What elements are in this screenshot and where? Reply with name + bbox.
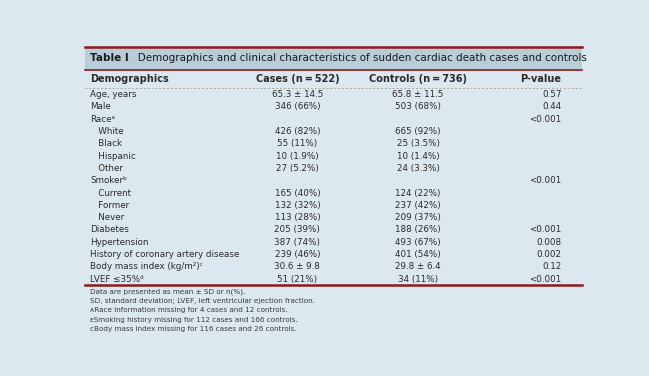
Text: 401 (54%): 401 (54%) — [395, 250, 441, 259]
Text: <0.001: <0.001 — [529, 176, 561, 185]
Text: 493 (67%): 493 (67%) — [395, 238, 441, 247]
Text: Never: Never — [90, 213, 125, 222]
Text: Hispanic: Hispanic — [90, 152, 136, 161]
Text: 205 (39%): 205 (39%) — [275, 226, 321, 235]
Text: 165 (40%): 165 (40%) — [275, 188, 320, 197]
Text: 55 (11%): 55 (11%) — [277, 139, 317, 148]
Text: 0.002: 0.002 — [537, 250, 561, 259]
Text: Data are presented as mean ± SD or n(%).: Data are presented as mean ± SD or n(%). — [90, 289, 245, 296]
Text: History of coronary artery disease: History of coronary artery disease — [90, 250, 239, 259]
Text: 426 (82%): 426 (82%) — [275, 127, 320, 136]
Text: Age, years: Age, years — [90, 90, 137, 99]
Text: 10 (1.9%): 10 (1.9%) — [276, 152, 319, 161]
Bar — [85, 47, 582, 70]
Text: Former: Former — [90, 201, 129, 210]
Text: ᴇSmoking history missing for 112 cases and 166 controls.: ᴇSmoking history missing for 112 cases a… — [90, 317, 298, 323]
Text: 188 (26%): 188 (26%) — [395, 226, 441, 235]
Text: 387 (74%): 387 (74%) — [275, 238, 321, 247]
Text: <0.001: <0.001 — [529, 226, 561, 235]
Text: Raceᵃ: Raceᵃ — [90, 115, 115, 124]
Text: P-value: P-value — [520, 74, 561, 84]
Bar — [85, 70, 582, 88]
Text: 51 (21%): 51 (21%) — [277, 275, 317, 284]
Text: 24 (3.3%): 24 (3.3%) — [397, 164, 439, 173]
Text: 113 (28%): 113 (28%) — [275, 213, 320, 222]
Text: Male: Male — [90, 102, 111, 111]
Text: SD, standard deviation; LVEF, left ventricular ejection fraction.: SD, standard deviation; LVEF, left ventr… — [90, 298, 315, 304]
Text: Demographics: Demographics — [90, 74, 169, 84]
Text: Cases (n = 522): Cases (n = 522) — [256, 74, 339, 84]
Text: Hypertension: Hypertension — [90, 238, 149, 247]
Text: 237 (42%): 237 (42%) — [395, 201, 441, 210]
Text: Demographics and clinical characteristics of sudden cardiac death cases and cont: Demographics and clinical characteristic… — [128, 53, 587, 64]
Text: Current: Current — [90, 188, 131, 197]
Text: 10 (1.4%): 10 (1.4%) — [397, 152, 439, 161]
Text: Body mass index (kg/m²)ᶜ: Body mass index (kg/m²)ᶜ — [90, 262, 203, 271]
Text: ᴀRace information missing for 4 cases and 12 controls.: ᴀRace information missing for 4 cases an… — [90, 308, 288, 314]
Text: 124 (22%): 124 (22%) — [395, 188, 441, 197]
Text: 0.57: 0.57 — [542, 90, 561, 99]
Text: Table I: Table I — [90, 53, 129, 64]
Text: 65.3 ± 14.5: 65.3 ± 14.5 — [272, 90, 323, 99]
Text: White: White — [90, 127, 124, 136]
Text: 27 (5.2%): 27 (5.2%) — [276, 164, 319, 173]
Text: Smokerᵇ: Smokerᵇ — [90, 176, 127, 185]
Text: <0.001: <0.001 — [529, 115, 561, 124]
Text: 503 (68%): 503 (68%) — [395, 102, 441, 111]
Text: LVEF ≤35%ᵈ: LVEF ≤35%ᵈ — [90, 275, 144, 284]
Text: Black: Black — [90, 139, 122, 148]
Text: ᴄBody mass index missing for 116 cases and 26 controls.: ᴄBody mass index missing for 116 cases a… — [90, 326, 297, 332]
Text: <0.001: <0.001 — [529, 275, 561, 284]
Text: 65.8 ± 11.5: 65.8 ± 11.5 — [393, 90, 444, 99]
Text: Controls (n = 736): Controls (n = 736) — [369, 74, 467, 84]
Text: 239 (46%): 239 (46%) — [275, 250, 320, 259]
Text: 665 (92%): 665 (92%) — [395, 127, 441, 136]
Text: 30.6 ± 9.8: 30.6 ± 9.8 — [275, 262, 321, 271]
Text: 25 (3.5%): 25 (3.5%) — [397, 139, 439, 148]
Text: 346 (66%): 346 (66%) — [275, 102, 320, 111]
Text: 0.008: 0.008 — [536, 238, 561, 247]
Text: Diabetes: Diabetes — [90, 226, 129, 235]
Text: Other: Other — [90, 164, 123, 173]
Text: 209 (37%): 209 (37%) — [395, 213, 441, 222]
Text: 0.44: 0.44 — [542, 102, 561, 111]
Text: 0.12: 0.12 — [542, 262, 561, 271]
Text: 29.8 ± 6.4: 29.8 ± 6.4 — [395, 262, 441, 271]
Text: 132 (32%): 132 (32%) — [275, 201, 320, 210]
Text: 34 (11%): 34 (11%) — [398, 275, 438, 284]
